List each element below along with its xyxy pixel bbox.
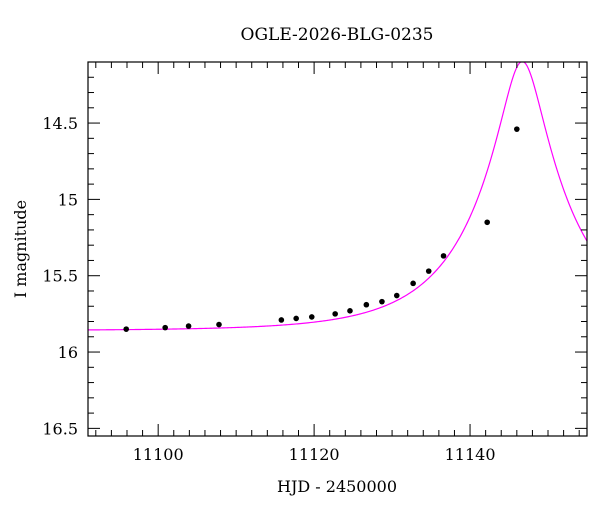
data-point (216, 321, 222, 328)
plot-frame (87, 61, 588, 437)
data-point (484, 219, 491, 226)
x-tick-label: 11140 (445, 445, 496, 464)
y-tick-label: 15.5 (42, 267, 78, 286)
y-tick-label: 15 (58, 190, 78, 209)
y-tick-label: 16.5 (42, 419, 78, 438)
data-point (440, 253, 447, 259)
data-point (363, 301, 370, 308)
data-point (379, 298, 385, 305)
x-axis: 11100 11120 11140 (95, 62, 580, 464)
data-point (185, 323, 192, 329)
x-tick-label: 11120 (289, 445, 340, 464)
y-tick-label: 16 (58, 343, 78, 362)
data-point (332, 311, 338, 317)
chart-title: OGLE-2026-BLG-0235 (241, 25, 434, 45)
plot-area (88, 62, 587, 332)
data-point (393, 292, 400, 299)
x-axis-label: HJD - 2450000 (277, 477, 397, 496)
y-axis: 14.5 15 15.5 16 16.5 (42, 61, 587, 438)
data-point (162, 324, 168, 331)
y-axis-label: I magnitude (11, 200, 30, 298)
data-point (308, 314, 315, 320)
data-point (514, 126, 520, 132)
data-point (293, 315, 299, 322)
data-point (347, 308, 353, 314)
y-tick-label: 14.5 (42, 114, 78, 133)
data-point (278, 317, 285, 323)
model-curve (88, 62, 587, 331)
data-point (123, 326, 130, 332)
data-point (410, 280, 416, 287)
x-tick-label: 11100 (133, 445, 184, 464)
data-point (425, 268, 432, 274)
